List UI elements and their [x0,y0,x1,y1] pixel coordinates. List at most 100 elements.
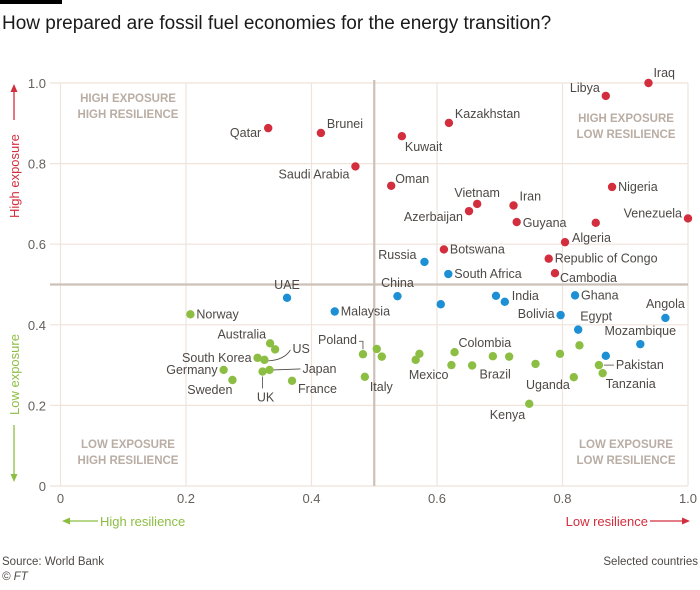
point-uganda [569,372,578,382]
point-label-pakistan: Pakistan [616,358,664,372]
point-italy [360,372,370,381]
quadrant-label: LOW RESILIENCE [576,455,675,467]
leader-line [358,340,364,350]
x-tick-label: 0.8 [553,491,571,506]
point-norway [186,310,195,319]
point-label-nigeria: Nigeria [618,180,658,194]
point-unlabelled [377,352,386,361]
point-unlabelled [555,349,565,359]
point-angola [661,313,670,323]
point-label-south-korea: South Korea [182,351,252,365]
point-south-korea [253,353,262,363]
point-mexico [411,355,420,365]
x-tick-label: 0.2 [177,491,195,506]
point-label-us: US [292,342,309,356]
quadrant-label: LOW EXPOSURE [81,439,175,451]
point-label-tanzania: Tanzania [606,377,656,391]
point-unlabelled [504,352,514,361]
point-unlabelled [436,300,445,309]
point-brazil [467,361,477,370]
quadrant-label: LOW RESILIENCE [576,129,675,141]
point-iran [509,201,518,210]
y-axis-label-low: Low exposure [7,334,22,415]
y-tick-label: 0.6 [28,237,46,252]
point-vietnam [472,199,482,209]
point-unlabelled [415,349,424,359]
point-label-kenya: Kenya [490,408,525,422]
point-label-mexico: Mexico [409,368,449,382]
x-tick-label: 0.6 [428,491,446,506]
point-russia [420,257,429,267]
leader-line [268,349,291,362]
point-saudi-arabia [351,162,360,171]
arrow-down-icon [10,474,18,482]
point-label-venezuela: Venezuela [624,206,682,220]
point-australia [265,339,275,348]
point-label-iraq: Iraq [653,66,675,80]
point-label-uk: UK [257,391,275,405]
point-label-vietnam: Vietnam [454,186,500,200]
point-nigeria [607,182,617,192]
point-unlabelled [450,348,459,357]
point-unlabelled [591,218,600,228]
y-axis-label-high: High exposure [7,134,22,218]
selection-note: Selected countries [603,556,698,568]
point-uk [258,367,267,376]
point-libya [601,91,610,101]
point-colombia [488,352,498,361]
point-label-libya: Libya [570,81,600,95]
point-unlabelled [491,291,501,300]
y-tick-label: 0.4 [28,318,46,333]
point-label-bolivia: Bolivia [518,307,555,321]
point-brunei [316,128,326,138]
point-label-uae: UAE [274,278,300,292]
point-label-angola: Angola [646,297,685,311]
point-unlabelled [575,341,584,350]
point-bolivia [556,310,565,320]
point-label-norway: Norway [196,307,239,321]
x-tick-label: 0.4 [302,491,320,506]
point-label-iran: Iran [520,190,542,204]
quadrant-label: LOW EXPOSURE [579,439,673,451]
point-label-malaysia: Malaysia [341,305,390,319]
point-label-australia: Australia [217,327,266,341]
point-qatar [264,123,273,133]
x-axis-label-low-resilience: Low resilience [566,514,648,529]
point-label-kazakhstan: Kazakhstan [455,107,520,121]
point-label-sweden: Sweden [187,383,232,397]
copyright: © FT [2,571,28,583]
source-note: Source: World Bank [2,556,105,568]
x-axis-label-high-resilience: High resilience [100,514,185,529]
point-kuwait [397,131,407,141]
point-guyana [512,217,521,227]
arrow-up-icon [10,84,18,92]
x-tick-label: 0 [57,491,64,506]
y-tick-label: 0.2 [28,398,46,413]
arrow-left-icon [62,517,70,525]
point-label-poland: Poland [318,333,357,347]
quadrant-label: HIGH EXPOSURE [80,93,176,105]
point-iraq [644,78,653,88]
point-botswana [439,245,449,254]
point-label-japan: Japan [302,362,336,376]
quadrant-label: HIGH EXPOSURE [578,113,674,125]
point-label-cambodia: Cambodia [560,271,617,285]
point-malaysia [330,307,339,316]
x-tick-label: 1.0 [679,491,697,506]
point-kazakhstan [444,118,454,128]
point-label-botswana: Botswana [450,242,505,256]
point-pakistan [594,360,604,370]
point-republic-of-congo [544,254,553,263]
point-label-azerbaijan: Azerbaijan [404,210,463,224]
point-kenya [525,399,534,408]
point-label-kuwait: Kuwait [405,140,443,154]
point-label-brazil: Brazil [480,368,511,382]
point-label-algeria: Algeria [572,231,611,245]
point-venezuela [683,214,693,223]
point-algeria [560,237,570,247]
point-label-germany: Germany [166,363,218,377]
point-oman [386,181,396,190]
point-tanzania [598,368,607,378]
point-cambodia [550,269,560,278]
